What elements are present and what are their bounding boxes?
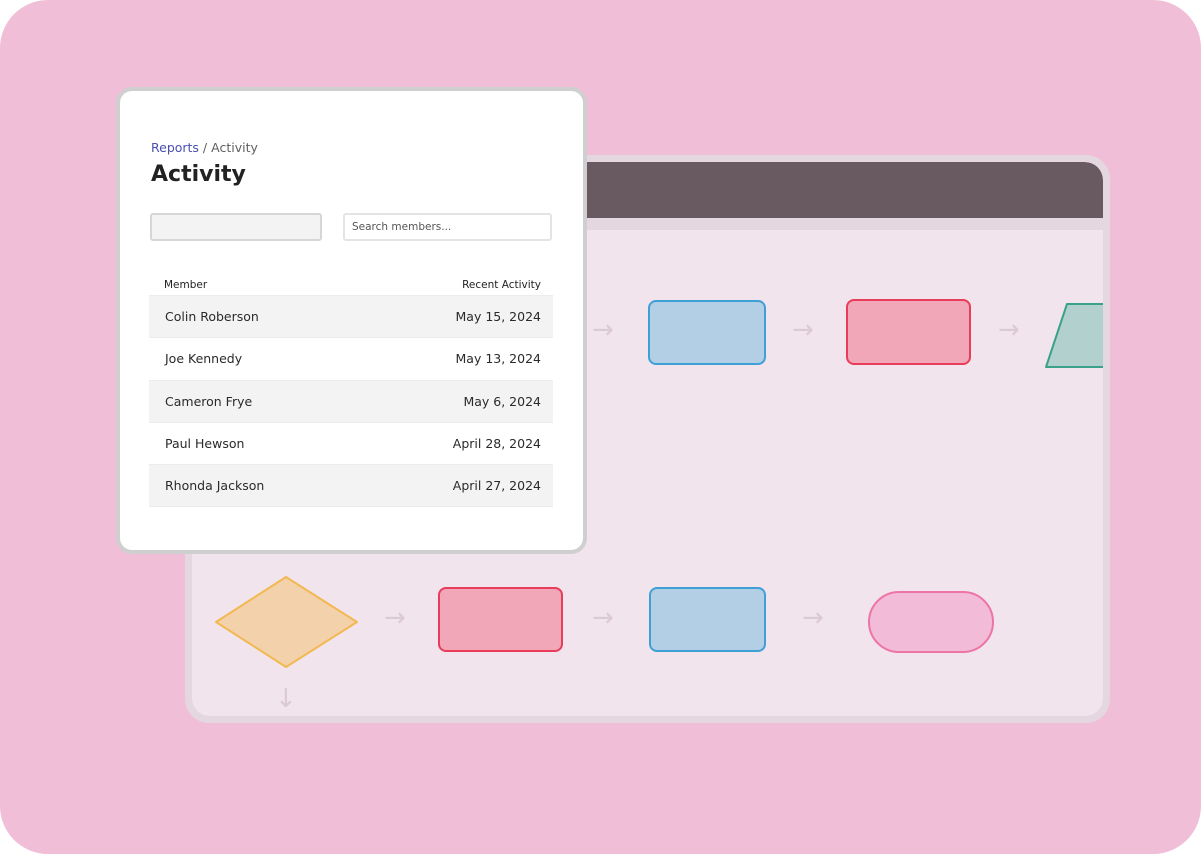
breadcrumb: Reports / Activity [151, 140, 258, 155]
table-row[interactable]: Cameron Frye May 6, 2024 [149, 380, 553, 423]
arrow-right-icon: → [592, 315, 614, 345]
activity-panel: Reports / Activity Activity Member Recen… [116, 87, 587, 554]
member-name: Cameron Frye [165, 393, 253, 409]
member-name: Colin Roberson [165, 309, 259, 325]
table-row[interactable]: Rhonda Jackson April 27, 2024 [149, 465, 553, 508]
activity-table: Member Recent Activity Colin Roberson Ma… [149, 274, 553, 508]
search-members-input[interactable] [343, 213, 552, 241]
process-shape-blue[interactable] [648, 300, 766, 365]
activity-date: April 27, 2024 [452, 478, 541, 494]
arrow-right-icon: → [792, 315, 814, 345]
arrow-down-icon: ↓ [275, 684, 297, 714]
table-row[interactable]: Colin Roberson May 15, 2024 [149, 296, 553, 339]
breadcrumb-separator: / [198, 140, 212, 155]
data-shape-teal[interactable] [1044, 302, 1103, 370]
table-row[interactable]: Paul Hewson April 28, 2024 [149, 423, 553, 466]
decision-shape-orange[interactable] [214, 575, 360, 670]
page-title: Activity [151, 162, 246, 187]
filter-dropdown[interactable] [150, 213, 322, 241]
member-name: Rhonda Jackson [165, 478, 265, 494]
activity-date: May 15, 2024 [455, 309, 541, 325]
member-name: Paul Hewson [165, 436, 245, 452]
terminator-shape-pink[interactable] [868, 591, 994, 653]
arrow-right-icon: → [384, 603, 406, 633]
member-name: Joe Kennedy [165, 351, 243, 367]
activity-date: May 6, 2024 [463, 393, 541, 409]
arrow-right-icon: → [802, 603, 824, 633]
arrow-right-icon: → [592, 603, 614, 633]
process-shape-blue[interactable] [649, 587, 766, 652]
column-header-member[interactable]: Member [164, 278, 208, 291]
breadcrumb-current: Activity [211, 140, 258, 155]
column-header-recent-activity[interactable]: Recent Activity [462, 278, 541, 291]
process-shape-red[interactable] [438, 587, 563, 652]
process-shape-red[interactable] [846, 299, 971, 365]
table-row[interactable]: Joe Kennedy May 13, 2024 [149, 338, 553, 381]
activity-date: April 28, 2024 [452, 436, 541, 452]
arrow-right-icon: → [998, 315, 1020, 345]
breadcrumb-link-reports[interactable]: Reports [151, 140, 199, 155]
activity-date: May 13, 2024 [455, 351, 541, 367]
table-header: Member Recent Activity [149, 274, 553, 296]
